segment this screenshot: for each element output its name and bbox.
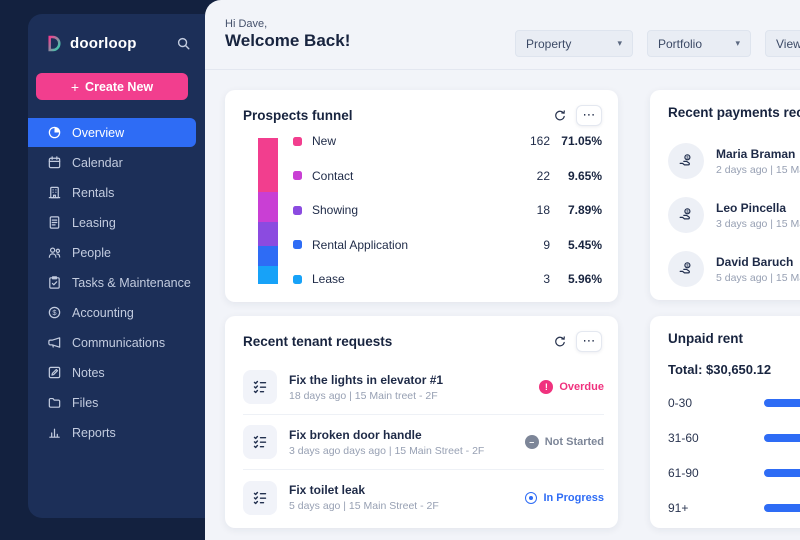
header-divider [205, 69, 800, 70]
checklist-icon [243, 480, 277, 515]
communications-icon [47, 335, 62, 350]
payment-hand-coin-icon: $ [668, 251, 704, 287]
in-progress-icon [525, 491, 538, 504]
chevron-down-icon: ▾ [735, 38, 740, 48]
overdue-icon: ! [539, 380, 554, 394]
sidebar-item-overview[interactable]: Overview [28, 118, 196, 147]
list-item[interactable]: $ Maria Braman 2 days ago | 15 Main S [668, 134, 800, 188]
unpaid-bar [764, 434, 800, 442]
checklist-icon [243, 425, 277, 459]
sidebar: doorloop + Create New Overview Calendar [28, 14, 205, 518]
files-icon [47, 395, 62, 410]
greeting-text: Hi Dave, [225, 18, 268, 30]
sidebar-item-tasks-maintenance[interactable]: Tasks & Maintenance [28, 268, 196, 297]
filter-portfolio[interactable]: Portfolio ▾ [647, 30, 751, 57]
table-row: 61-90 [668, 466, 800, 480]
unpaid-bar [764, 469, 800, 477]
payment-hand-coin-icon: $ [668, 143, 704, 179]
unpaid-bar [764, 504, 800, 512]
calendar-icon [47, 155, 62, 170]
svg-text:$: $ [686, 155, 689, 160]
payment-hand-coin-icon: $ [668, 197, 704, 233]
funnel-legend: New 162 71.05% Contact 22 9.65% Showing … [293, 134, 602, 286]
status-badge: ! Overdue [539, 380, 604, 394]
card-title: Recent payments received [668, 105, 800, 120]
sidebar-item-people[interactable]: People [28, 238, 196, 267]
reports-icon [47, 425, 62, 440]
header-filters: Property ▾ Portfolio ▾ View All ▾ [515, 30, 800, 57]
sidebar-item-files[interactable]: Files [28, 388, 196, 417]
tasks-icon [47, 275, 62, 290]
doorloop-logo-icon [44, 34, 63, 53]
unpaid-total: Total: $30,650.12 [668, 362, 772, 377]
legend-bullet [293, 240, 302, 249]
payments-list: $ Maria Braman 2 days ago | 15 Main S $ … [668, 134, 800, 296]
sidebar-item-accounting[interactable]: $ Accounting [28, 298, 196, 327]
logo-text: doorloop [70, 35, 137, 52]
table-row: 31-60 [668, 431, 800, 445]
sidebar-item-reports[interactable]: Reports [28, 418, 196, 447]
logo-row: doorloop [28, 14, 205, 53]
legend-row: Lease 3 5.96% [293, 272, 602, 286]
request-list: Fix the lights in elevator #1 18 days ag… [243, 360, 604, 525]
rentals-icon [47, 185, 62, 200]
list-item[interactable]: Fix the lights in elevator #1 18 days ag… [243, 360, 604, 415]
list-item[interactable]: $ Leo Pincella 3 days ago | 15 Main [668, 188, 800, 242]
sidebar-item-communications[interactable]: Communications [28, 328, 196, 357]
legend-bullet [293, 274, 302, 284]
filter-view-all[interactable]: View All ▾ [765, 30, 800, 57]
recent-payments-card: Recent payments received $ Maria Braman … [650, 90, 800, 300]
status-badge: In Progress [525, 491, 604, 504]
tenant-requests-card: Recent tenant requests ⋯ Fix the lights … [225, 316, 618, 528]
checklist-icon [243, 370, 277, 404]
card-title: Prospects funnel [243, 108, 353, 123]
unpaid-rent-card: Unpaid rent Total: $30,650.12 0-30 31-60… [650, 316, 800, 528]
legend-bullet [293, 136, 302, 146]
legend-bullet [293, 171, 302, 180]
people-icon [47, 245, 62, 260]
funnel-chart [258, 138, 278, 284]
unpaid-bar [764, 399, 800, 407]
chevron-down-icon: ▾ [617, 38, 622, 48]
refresh-icon[interactable] [553, 335, 567, 349]
table-row: 0-30 [668, 396, 800, 410]
search-icon[interactable] [176, 36, 191, 51]
svg-text:$: $ [52, 308, 57, 317]
notes-icon [47, 365, 62, 380]
plus-icon: + [70, 78, 80, 95]
not-started-icon: – [524, 435, 539, 449]
create-new-button[interactable]: + Create New [36, 73, 188, 100]
legend-row: Rental Application 9 5.45% [293, 238, 602, 252]
table-row: 91+ [668, 501, 800, 515]
sidebar-item-rentals[interactable]: Rentals [28, 178, 196, 207]
list-item[interactable]: $ David Baruch 5 days ago | 15 Ma [668, 242, 800, 296]
legend-row: Contact 22 9.65% [293, 169, 602, 183]
list-item[interactable]: Fix toilet leak 5 days ago | 15 Main Str… [243, 470, 604, 525]
overview-icon [47, 125, 62, 140]
card-title: Unpaid rent [668, 331, 744, 346]
list-item[interactable]: Fix broken door handle 3 days ago days a… [243, 415, 604, 470]
prospects-funnel-card: Prospects funnel ⋯ New 162 71.05% [225, 90, 618, 302]
svg-text:$: $ [686, 209, 689, 214]
main-content: Hi Dave, Welcome Back! Property ▾ Portfo… [205, 0, 800, 540]
refresh-icon[interactable] [553, 109, 567, 123]
legend-row: New 162 71.05% [293, 134, 602, 148]
card-title: Recent tenant requests [243, 334, 393, 349]
filter-property[interactable]: Property ▾ [515, 30, 633, 57]
unpaid-rows: 0-30 31-60 61-90 91+ [668, 396, 800, 515]
legend-bullet [293, 205, 302, 215]
sidebar-item-leasing[interactable]: Leasing [28, 208, 196, 237]
svg-text:$: $ [686, 263, 689, 268]
sidebar-item-notes[interactable]: Notes [28, 358, 196, 387]
status-badge: – Not Started [524, 435, 604, 449]
legend-row: Showing 18 7.89% [293, 203, 602, 217]
sidebar-menu: Overview Calendar Rentals Leasing People [28, 118, 205, 447]
sidebar-item-calendar[interactable]: Calendar [28, 148, 196, 177]
more-options-button[interactable]: ⋯ [576, 105, 602, 126]
page-title: Welcome Back! [225, 31, 351, 50]
more-options-button[interactable]: ⋯ [576, 331, 602, 352]
leasing-icon [47, 215, 62, 230]
accounting-icon: $ [47, 305, 62, 320]
